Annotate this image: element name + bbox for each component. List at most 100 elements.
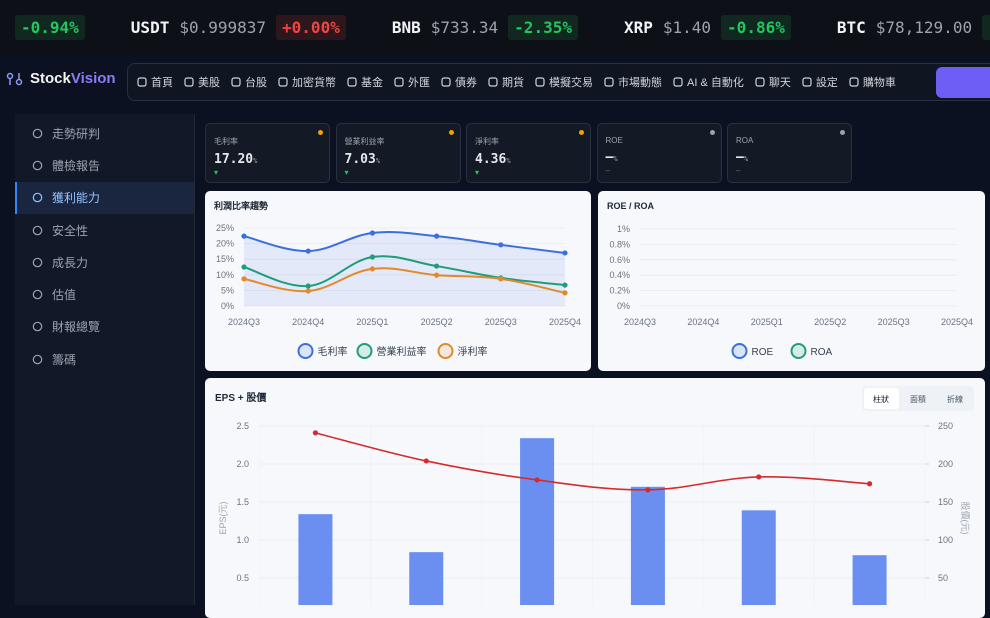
y2-tick-label: 150 (938, 497, 953, 507)
nav-label: 首頁 (151, 77, 173, 89)
legend-label: ROA (811, 347, 833, 358)
favorite-button[interactable] (936, 67, 990, 98)
nav-icon (604, 77, 614, 87)
sidebar-item[interactable]: 走勢研判 (15, 117, 194, 149)
metric-unit: % (743, 155, 749, 163)
sidebar-icon (32, 257, 43, 268)
point (645, 487, 651, 493)
nav-icon (755, 77, 765, 87)
chart-title: 利潤比率趨勢 (213, 200, 268, 211)
nav-item[interactable]: 設定 (802, 74, 838, 90)
legend-label: 營業利益率 (377, 345, 427, 358)
ticker-item[interactable]: XRP $1.40 -0.86% (624, 15, 791, 40)
nav-item[interactable]: 美股 (184, 74, 220, 90)
nav-icon (137, 77, 147, 87)
icon-shape (802, 77, 812, 87)
sidebar-item[interactable]: 估值 (15, 278, 194, 310)
logo[interactable]: StockVision (6, 70, 116, 87)
point (423, 458, 429, 464)
nav-item[interactable]: 外匯 (394, 74, 430, 90)
nav-label: 期貨 (502, 77, 524, 89)
x-tick-label: 2025Q1 (356, 317, 388, 327)
sidebar-item[interactable]: 財報總覽 (15, 311, 194, 343)
toggle-label[interactable]: 折線 (947, 394, 963, 404)
y-tick-label: 2.5 (236, 421, 249, 431)
metric-unit: % (375, 157, 381, 165)
metric-value: 17.20 (214, 152, 254, 167)
nav-item[interactable]: 台股 (231, 74, 267, 90)
ticker-item[interactable]: BNB $733.34 -2.35% (392, 15, 578, 40)
nav-label: 模擬交易 (549, 77, 593, 89)
logo-text: Stock (30, 70, 71, 87)
sidebar-label: 成長力 (52, 255, 89, 270)
y-tick-label: 0.4% (609, 270, 630, 280)
metric-dot (448, 130, 454, 135)
nav-item[interactable]: 購物車 (849, 74, 896, 90)
nav-icon (673, 77, 683, 87)
sidebar-icon (32, 225, 43, 235)
y2-tick-label: 50 (938, 573, 948, 583)
bar (298, 514, 333, 616)
nav-item[interactable]: 模擬交易 (535, 74, 593, 90)
toggle-label[interactable]: 柱狀 (873, 394, 889, 404)
sidebar-item[interactable]: 安全性 (15, 214, 194, 246)
nav-item[interactable]: 首頁 (137, 74, 173, 90)
metric-value-row: 4.36% (475, 152, 582, 167)
x-tick-label: 2025Q4 (941, 317, 973, 327)
sidebar-item[interactable]: 獲利能力 (15, 181, 194, 214)
sidebar-label: 獲利能力 (52, 191, 101, 206)
metric-trend: ▾ (344, 168, 349, 177)
legend-swatch (356, 343, 373, 359)
line (243, 267, 566, 294)
ticker-change: -2.35% (508, 15, 578, 40)
y-tick-label: 0.6% (609, 255, 630, 265)
nav-item[interactable]: AI & 自動化 (673, 74, 744, 90)
ticker-symbol: USDT (130, 18, 170, 37)
nav-label: 美股 (198, 77, 220, 89)
nav-item[interactable]: 加密貨幣 (278, 74, 336, 90)
nav-label: 設定 (815, 77, 838, 89)
y-tick-label: 0% (617, 301, 630, 311)
x-tick-label: 2025Q2 (814, 317, 846, 327)
y-tick-label: 1.0 (236, 535, 249, 545)
y2-axis-label: 股價(元) (960, 502, 970, 535)
point (498, 276, 504, 282)
icon-shape (32, 128, 43, 138)
legend-label: 毛利率 (318, 345, 348, 358)
metric-card: 營業利益率 7.03% ▾ (335, 123, 461, 183)
sidebar-item[interactable]: 體檢報告 (15, 149, 194, 181)
icon-shape (441, 77, 451, 87)
toggle-label[interactable]: 面積 (910, 394, 926, 404)
icon-shape (231, 77, 241, 87)
chart-title: EPS + 股價 (215, 391, 267, 404)
metric-dot (579, 130, 584, 135)
sidebar-item[interactable]: 籌碼 (15, 343, 194, 375)
metric-value-row: 17.20% (214, 152, 321, 167)
metric-label: ROA (736, 136, 754, 145)
ticker-price: $733.34 (430, 18, 499, 37)
nav-item[interactable]: 聊天 (755, 74, 791, 90)
point (305, 283, 311, 289)
ticker-item[interactable]: USDT $0.999837 +0.00% (131, 15, 346, 40)
sidebar-label: 安全性 (52, 223, 89, 238)
x-tick-label: 2025Q3 (878, 317, 910, 327)
x-tick-label: 2025Q4 (549, 317, 581, 327)
sidebar-item[interactable]: 成長力 (15, 246, 194, 278)
ticker-symbol: BNB (391, 18, 421, 37)
point (866, 481, 873, 487)
ticker-item[interactable]: -0.94% (15, 15, 85, 40)
nav-item[interactable]: 基金 (347, 74, 383, 90)
sidebar-label: 走勢研判 (52, 126, 101, 141)
sidebar: 走勢研判體檢報告獲利能力安全性成長力估值 財報總覽 籌碼 (15, 114, 195, 605)
icon-shape (32, 192, 43, 203)
nav-item[interactable]: 市場動態 (604, 74, 662, 90)
point (562, 282, 568, 288)
nav-item[interactable]: 債券 (441, 74, 477, 90)
nav-item[interactable]: 期貨 (488, 74, 524, 90)
point (369, 254, 375, 260)
nav-icon (441, 77, 451, 87)
line (243, 255, 566, 288)
metric-trend: ▾ (214, 168, 219, 177)
ticker-item[interactable]: BTC $78,129.00- (837, 15, 990, 40)
y-tick-label: 1.5 (236, 497, 249, 507)
